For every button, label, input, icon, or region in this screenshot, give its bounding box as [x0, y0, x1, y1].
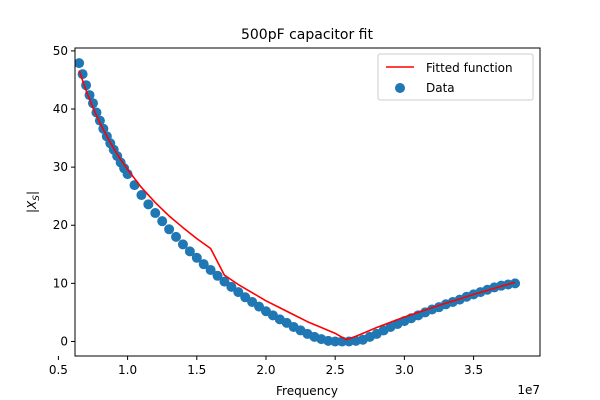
- x-tick-label: 0.5: [49, 363, 68, 377]
- data-point: [129, 180, 140, 191]
- data-point: [171, 231, 182, 242]
- data-point: [212, 270, 223, 281]
- y-axis: 0 10 20 30 40 50: [53, 44, 75, 348]
- x-tick-label: 3.0: [395, 363, 414, 377]
- y-axis-label-subscript: S: [32, 195, 42, 201]
- data-point: [164, 224, 175, 235]
- data-point: [136, 190, 147, 201]
- y-tick-label: 20: [53, 218, 68, 232]
- data-point: [184, 246, 195, 257]
- data-point: [191, 252, 202, 263]
- x-tick-label: 1.0: [118, 363, 137, 377]
- y-tick-label: 30: [53, 160, 68, 174]
- data-point: [330, 336, 341, 347]
- legend-box: [377, 53, 534, 101]
- x-axis-offset-label: 1e7: [517, 383, 540, 397]
- x-axis-label: Frequency: [276, 384, 338, 398]
- chart-title: 500pF capacitor fit: [241, 27, 374, 43]
- axes-frame: [74, 47, 541, 357]
- data-point: [177, 239, 188, 250]
- y-tick-label: 50: [53, 44, 68, 58]
- x-tick-label: 2.0: [256, 363, 275, 377]
- legend-data-swatch: [395, 83, 405, 93]
- data-point: [226, 281, 237, 292]
- data-point: [198, 259, 209, 270]
- data-point: [143, 199, 154, 210]
- data-point: [219, 276, 230, 287]
- fitted-function-line: [78, 70, 516, 341]
- y-axis-label-start: |X: [25, 200, 39, 213]
- y-tick-label: 10: [53, 276, 68, 290]
- plot-area: [75, 58, 521, 347]
- data-point: [150, 208, 161, 219]
- data-point: [510, 278, 521, 289]
- data-point: [75, 58, 85, 69]
- x-tick-label: 3.5: [464, 363, 483, 377]
- data-point: [157, 216, 168, 227]
- x-tick-label: 1.5: [187, 363, 206, 377]
- legend: Fitted function Data: [377, 53, 534, 101]
- legend-fitted-label: Fitted function: [426, 61, 513, 75]
- data-point: [205, 264, 216, 275]
- y-tick-label: 40: [53, 102, 68, 116]
- y-axis-label-end: |: [25, 191, 39, 195]
- y-axis-label: |XS|: [25, 191, 42, 213]
- data-point: [233, 287, 244, 298]
- x-axis: 0.5 1.0 1.5 2.0 2.5 3.0 3.5: [49, 356, 483, 377]
- data-point: [77, 69, 88, 80]
- x-tick-label: 2.5: [326, 363, 345, 377]
- legend-data-label: Data: [426, 81, 455, 95]
- y-tick-label: 0: [60, 334, 68, 348]
